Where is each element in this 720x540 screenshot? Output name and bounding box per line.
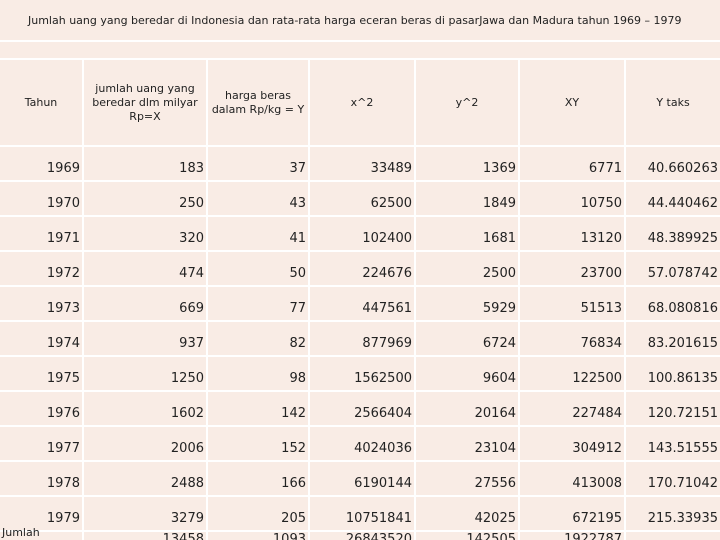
data-cell: 1979	[0, 497, 82, 530]
data-cell: 122500	[520, 357, 624, 390]
data-cell: 82	[208, 322, 308, 355]
data-cell: 2500	[416, 252, 518, 285]
table-title: Jumlah uang yang beredar di Indonesia da…	[0, 0, 720, 40]
data-cell: 41	[208, 217, 308, 250]
data-cell: 43	[208, 182, 308, 215]
data-cell: 83.201615	[626, 322, 720, 355]
data-cell: 1562500	[310, 357, 414, 390]
data-cell: 142	[208, 392, 308, 425]
data-cell: 10751841	[310, 497, 414, 530]
data-cell: 44.440462	[626, 182, 720, 215]
data-cell: 672195	[520, 497, 624, 530]
data-cell: 6724	[416, 322, 518, 355]
header-cell: Tahun	[0, 60, 82, 145]
data-cell: 320	[84, 217, 206, 250]
data-cell: 77	[208, 287, 308, 320]
data-cell: 143.51555	[626, 427, 720, 460]
data-cell: 1849	[416, 182, 518, 215]
data-cell: 27556	[416, 462, 518, 495]
data-cell: 102400	[310, 217, 414, 250]
data-cell: 5929	[416, 287, 518, 320]
data-cell: 120.72151	[626, 392, 720, 425]
data-cell: 13120	[520, 217, 624, 250]
data-cell: 3279	[84, 497, 206, 530]
data-cell: 1976	[0, 392, 82, 425]
data-cell: 447561	[310, 287, 414, 320]
data-cell: 42025	[416, 497, 518, 530]
data-cell: 224676	[310, 252, 414, 285]
total-cell: 13458	[84, 532, 206, 540]
header-cell: XY	[520, 60, 624, 145]
data-cell: 1975	[0, 357, 82, 390]
data-cell: 1369	[416, 147, 518, 180]
total-cell: 1093	[208, 532, 308, 540]
data-cell: 1974	[0, 322, 82, 355]
data-cell: 4024036	[310, 427, 414, 460]
data-cell: 474	[84, 252, 206, 285]
data-cell: 1973	[0, 287, 82, 320]
spacer-row	[0, 42, 720, 58]
data-cell: 227484	[520, 392, 624, 425]
data-cell: 68.080816	[626, 287, 720, 320]
total-cell-empty	[626, 532, 720, 540]
data-cell: 98	[208, 357, 308, 390]
data-cell: 170.71042	[626, 462, 720, 495]
data-cell: 10750	[520, 182, 624, 215]
data-cell: 205	[208, 497, 308, 530]
data-cell: 215.33935	[626, 497, 720, 530]
data-cell: 1970	[0, 182, 82, 215]
data-cell: 152	[208, 427, 308, 460]
data-cell: 669	[84, 287, 206, 320]
data-cell: 1969	[0, 147, 82, 180]
data-cell: 50	[208, 252, 308, 285]
data-cell: 57.078742	[626, 252, 720, 285]
data-cell: 62500	[310, 182, 414, 215]
data-cell: 183	[84, 147, 206, 180]
data-cell: 413008	[520, 462, 624, 495]
total-cell: 142505	[416, 532, 518, 540]
data-cell: 1971	[0, 217, 82, 250]
header-cell: Y taks	[626, 60, 720, 145]
total-label: Jumlah	[0, 526, 82, 540]
header-cell: x^2	[310, 60, 414, 145]
data-cell: 1977	[0, 427, 82, 460]
data-cell: 1978	[0, 462, 82, 495]
data-cell: 2006	[84, 427, 206, 460]
data-cell: 76834	[520, 322, 624, 355]
data-cell: 40.660263	[626, 147, 720, 180]
header-cell: jumlah uang yang beredar dlm milyar Rp=X	[84, 60, 206, 145]
data-cell: 1250	[84, 357, 206, 390]
data-cell: 877969	[310, 322, 414, 355]
data-cell: 6771	[520, 147, 624, 180]
data-cell: 2566404	[310, 392, 414, 425]
data-cell: 1681	[416, 217, 518, 250]
data-cell: 1602	[84, 392, 206, 425]
data-cell: 1972	[0, 252, 82, 285]
data-cell: 48.389925	[626, 217, 720, 250]
total-cell: 26843520	[310, 532, 414, 540]
total-cell: 1922787	[520, 532, 624, 540]
data-cell: 304912	[520, 427, 624, 460]
data-cell: 937	[84, 322, 206, 355]
data-cell: 2488	[84, 462, 206, 495]
data-cell: 250	[84, 182, 206, 215]
header-cell: y^2	[416, 60, 518, 145]
data-cell: 37	[208, 147, 308, 180]
data-cell: 100.86135	[626, 357, 720, 390]
data-cell: 23700	[520, 252, 624, 285]
data-cell: 9604	[416, 357, 518, 390]
header-cell: harga beras dalam Rp/kg = Y	[208, 60, 308, 145]
data-cell: 6190144	[310, 462, 414, 495]
data-cell: 166	[208, 462, 308, 495]
data-cell: 23104	[416, 427, 518, 460]
data-cell: 20164	[416, 392, 518, 425]
data-cell: 33489	[310, 147, 414, 180]
data-cell: 51513	[520, 287, 624, 320]
